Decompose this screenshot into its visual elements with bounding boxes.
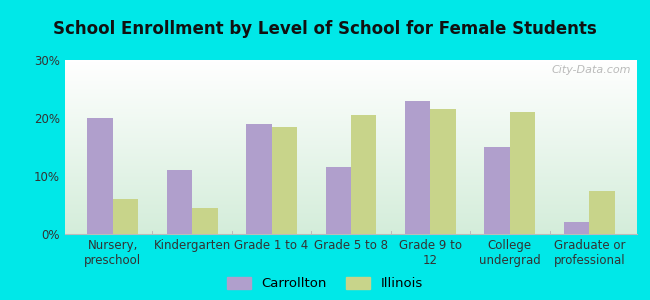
- Text: City-Data.com: City-Data.com: [552, 65, 631, 75]
- Bar: [112, 199, 138, 234]
- Text: School Enrollment by Level of School for Female Students: School Enrollment by Level of School for…: [53, 20, 597, 38]
- Legend: Carrollton, Illinois: Carrollton, Illinois: [227, 277, 423, 290]
- Bar: [430, 109, 456, 234]
- Bar: [326, 167, 351, 234]
- Bar: [87, 118, 112, 234]
- Bar: [484, 147, 510, 234]
- Bar: [590, 190, 615, 234]
- Bar: [590, 190, 615, 234]
- Bar: [510, 112, 536, 234]
- Bar: [510, 112, 536, 234]
- Bar: [564, 222, 590, 234]
- Bar: [430, 109, 456, 234]
- Bar: [87, 118, 112, 234]
- Bar: [192, 208, 218, 234]
- Bar: [112, 199, 138, 234]
- Bar: [405, 100, 430, 234]
- Bar: [484, 147, 510, 234]
- Bar: [564, 222, 590, 234]
- Bar: [326, 167, 351, 234]
- Bar: [351, 115, 376, 234]
- Bar: [192, 208, 218, 234]
- Bar: [272, 127, 297, 234]
- Bar: [351, 115, 376, 234]
- Bar: [166, 170, 192, 234]
- Bar: [166, 170, 192, 234]
- Bar: [405, 100, 430, 234]
- Bar: [246, 124, 272, 234]
- Bar: [246, 124, 272, 234]
- Bar: [272, 127, 297, 234]
